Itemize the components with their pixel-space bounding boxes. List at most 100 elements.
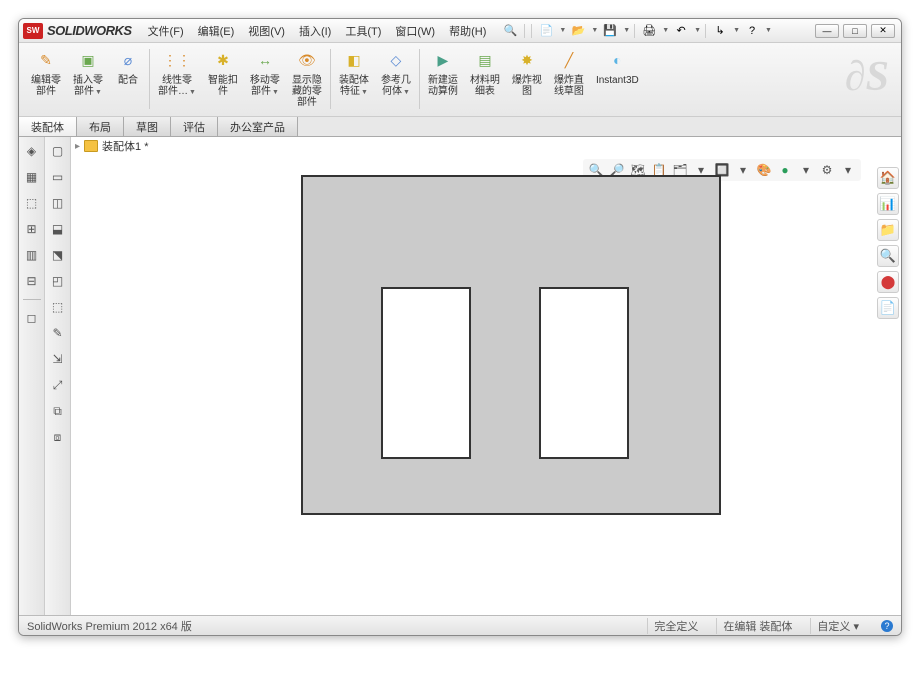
new-icon[interactable]: 📄 <box>536 23 556 39</box>
ribbon-显示隐藏的零部件[interactable]: 👁显示隐藏的零部件 <box>286 47 328 110</box>
status-custom[interactable]: 自定义 ▾ <box>810 618 865 634</box>
ribbon-材料明细表[interactable]: ▤材料明细表 <box>464 47 506 99</box>
ribbon-线性零部件[interactable]: ⋮⋮线性零部件…▼ <box>152 47 202 99</box>
view-tool-btn-2[interactable]: ◫ <box>48 193 68 213</box>
menu-file[interactable]: 文件(F) <box>142 21 190 41</box>
ribbon-label: 线性零部件…▼ <box>158 75 196 97</box>
dropdown-arrow-icon[interactable]: ▼ <box>694 27 701 34</box>
plate-face[interactable] <box>301 175 721 515</box>
taskpane-btn-5[interactable]: 📄 <box>877 297 899 319</box>
ribbon-编辑零部件[interactable]: ✎编辑零部件 <box>25 47 67 99</box>
fm-tab-btn-5[interactable]: ⊟ <box>22 271 42 291</box>
print-icon[interactable]: 🖨 <box>639 23 659 39</box>
menu-bar: 文件(F) 编辑(E) 视图(V) 插入(I) 工具(T) 窗口(W) 帮助(H… <box>142 21 493 41</box>
view-tool-btn-3[interactable]: ⬓ <box>48 219 68 239</box>
menu-insert[interactable]: 插入(I) <box>293 21 337 41</box>
ribbon-配合[interactable]: ⌀配合 <box>109 47 147 88</box>
dropdown-arrow-icon[interactable]: ▼ <box>733 27 740 34</box>
ribbon-爆炸视图[interactable]: ✸爆炸视图 <box>506 47 548 99</box>
ribbon-智能扣件[interactable]: ✱智能扣件 <box>202 47 244 99</box>
tab-evaluate[interactable]: 评估 <box>171 117 218 136</box>
taskpane-btn-1[interactable]: 📊 <box>877 193 899 215</box>
status-editing: 在编辑 装配体 <box>716 618 798 634</box>
expand-icon[interactable]: ▸ <box>75 141 80 152</box>
settings-icon[interactable]: ⚙ <box>818 161 836 179</box>
ribbon-爆炸直线草图[interactable]: ╱爆炸直线草图 <box>548 47 590 99</box>
taskpane-btn-0[interactable]: 🏠 <box>877 167 899 189</box>
taskpane-btn-2[interactable]: 📁 <box>877 219 899 241</box>
tab-office[interactable]: 办公室产品 <box>218 117 298 136</box>
search-icon[interactable]: 🔍 <box>500 23 520 39</box>
graphics-viewport[interactable]: ▸ 装配体1 * 🔍🔎🗺📋🗂▾🔲▾🎨●▾⚙▾ 🏠📊📁🔍⬤📄 <box>71 137 901 615</box>
view-tool-btn-10[interactable]: ⧉ <box>48 401 68 421</box>
dd2-icon[interactable]: ▾ <box>734 161 752 179</box>
ribbon-label: 爆炸视图 <box>512 75 542 97</box>
ribbon-移动零部件[interactable]: ↔移动零部件▼ <box>244 47 286 99</box>
ribbon-icon: ↔ <box>253 49 277 73</box>
taskpane-btn-4[interactable]: ⬤ <box>877 271 899 293</box>
dropdown-arrow-icon[interactable]: ▼ <box>591 27 598 34</box>
select-icon[interactable]: ↳ <box>710 23 730 39</box>
tab-sketch[interactable]: 草图 <box>124 117 171 136</box>
taskpane-btn-3[interactable]: 🔍 <box>877 245 899 267</box>
status-help-icon[interactable]: ? <box>881 620 893 632</box>
fm-tab-btn-1[interactable]: ▦ <box>22 167 42 187</box>
tab-assembly[interactable]: 装配体 <box>19 117 77 136</box>
view-tool-btn-1[interactable]: ▭ <box>48 167 68 187</box>
ribbon-Instant3D[interactable]: ◐Instant3D <box>590 47 645 88</box>
view-tool-btn-9[interactable]: ⤢ <box>48 375 68 395</box>
menu-help[interactable]: 帮助(H) <box>443 21 492 41</box>
cutout-right[interactable] <box>539 287 629 459</box>
view-tool-btn-5[interactable]: ◰ <box>48 271 68 291</box>
feature-manager-tabs: ◈ ▦ ⬚ ⊞ ▥ ⊟ ◻ <box>19 137 45 615</box>
maximize-button[interactable]: □ <box>843 24 867 38</box>
appearance-icon[interactable]: 🎨 <box>755 161 773 179</box>
view-tool-btn-0[interactable]: ▢ <box>48 141 68 161</box>
minimize-button[interactable]: — <box>815 24 839 38</box>
dropdown-arrow-icon[interactable]: ▼ <box>662 27 669 34</box>
dd3-icon[interactable]: ▾ <box>797 161 815 179</box>
scene-icon[interactable]: ● <box>776 161 794 179</box>
dropdown-arrow-icon[interactable]: ▼ <box>765 27 772 34</box>
dropdown-arrow-icon[interactable]: ▼ <box>559 27 566 34</box>
ribbon-label: Instant3D <box>596 75 639 86</box>
ribbon-插入零部件[interactable]: ▣插入零部件▼ <box>67 47 109 99</box>
ribbon-icon: ✎ <box>34 49 58 73</box>
view-toolbar-vertical: ▢ ▭ ◫ ⬓ ⬔ ◰ ⬚ ✎ ⇲ ⤢ ⧉ ⧈ <box>45 137 71 615</box>
cutout-left[interactable] <box>381 287 471 459</box>
ds-logo: ∂S <box>845 53 889 101</box>
ribbon-label: 配合 <box>118 75 138 86</box>
help-icon[interactable]: ? <box>742 23 762 39</box>
fm-tab-btn-4[interactable]: ▥ <box>22 245 42 265</box>
fm-tab-btn-7[interactable]: ◻ <box>22 308 42 328</box>
fm-tab-btn-2[interactable]: ⬚ <box>22 193 42 213</box>
ribbon-装配体特征[interactable]: ◧装配体特征▼ <box>333 47 375 99</box>
ribbon-icon: ✱ <box>211 49 235 73</box>
menu-window[interactable]: 窗口(W) <box>389 21 441 41</box>
close-button[interactable]: ✕ <box>871 24 895 38</box>
view-tool-btn-8[interactable]: ⇲ <box>48 349 68 369</box>
dd4-icon[interactable]: ▾ <box>839 161 857 179</box>
view-tool-btn-7[interactable]: ✎ <box>48 323 68 343</box>
menu-view[interactable]: 视图(V) <box>242 21 291 41</box>
view-tool-btn-6[interactable]: ⬚ <box>48 297 68 317</box>
dropdown-arrow-icon[interactable]: ▼ <box>623 27 630 34</box>
menu-tools[interactable]: 工具(T) <box>339 21 387 41</box>
work-area: ◈▦⬚⊞▥⊟◻ ▢▭◫⬓⬔◰⬚✎⇲⤢⧉⧈ ▸ 装配体1 * 🔍🔎🗺📋🗂▾🔲▾🎨●… <box>19 137 901 615</box>
model-part[interactable] <box>301 175 721 515</box>
save-icon[interactable]: 💾 <box>600 23 620 39</box>
menu-edit[interactable]: 编辑(E) <box>192 21 241 41</box>
fm-tab-btn-3[interactable]: ⊞ <box>22 219 42 239</box>
view-tool-btn-11[interactable]: ⧈ <box>48 427 68 447</box>
view-tool-btn-4[interactable]: ⬔ <box>48 245 68 265</box>
tab-layout[interactable]: 布局 <box>77 117 124 136</box>
feature-tree-flyout[interactable]: ▸ 装配体1 * <box>71 137 149 155</box>
fm-tab-btn-0[interactable]: ◈ <box>22 141 42 161</box>
ribbon-icon: ▶ <box>431 49 455 73</box>
ribbon-新建运动算例[interactable]: ▶新建运动算例 <box>422 47 464 99</box>
undo-icon[interactable]: ↶ <box>671 23 691 39</box>
ribbon-参考几何体[interactable]: ◇参考几何体▼ <box>375 47 417 99</box>
open-icon[interactable]: 📂 <box>568 23 588 39</box>
status-definition: 完全定义 <box>647 618 704 634</box>
ribbon-label: 插入零部件▼ <box>73 75 103 97</box>
